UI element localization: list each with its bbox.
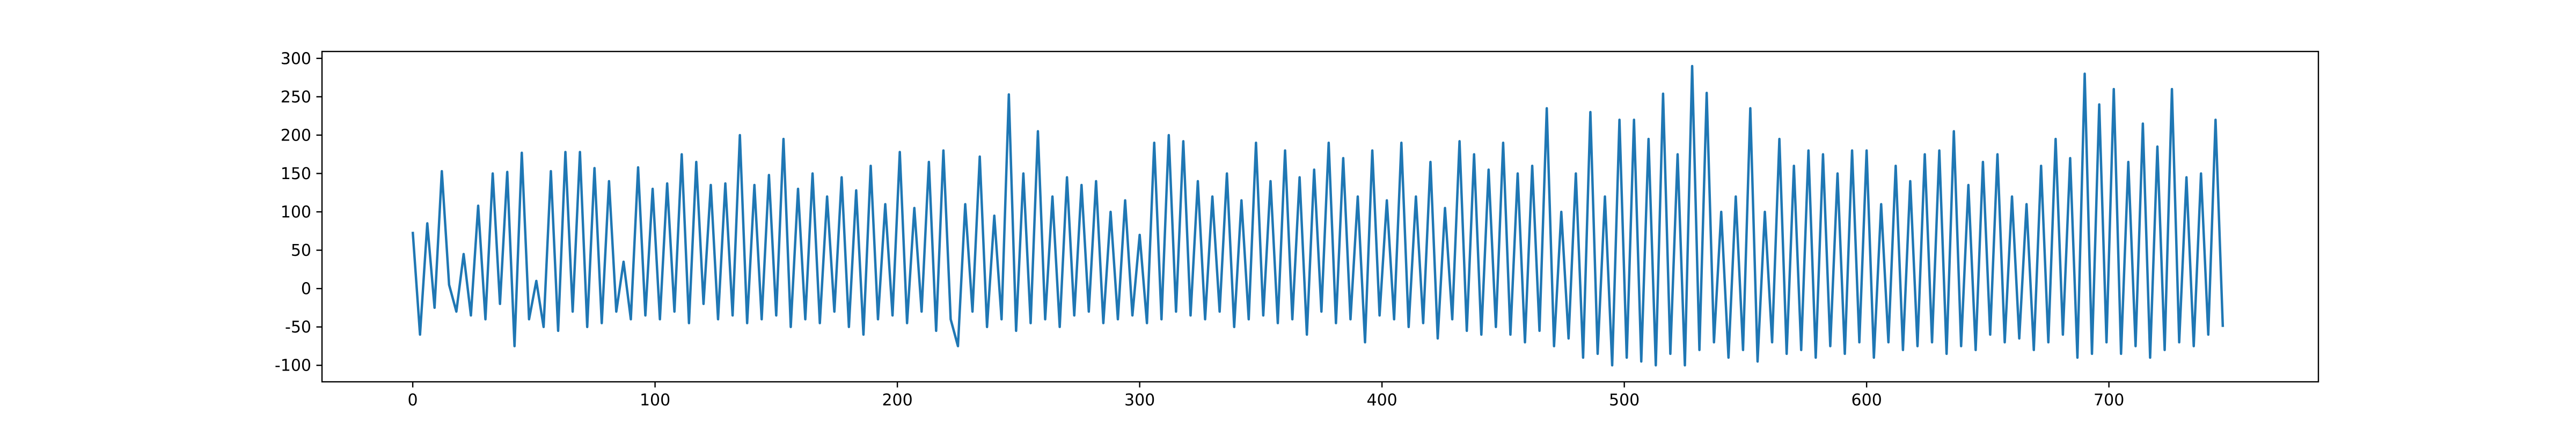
x-tick-label: 600 xyxy=(1851,391,1882,410)
x-tick-label: 100 xyxy=(640,391,670,410)
x-tick-label: 300 xyxy=(1124,391,1155,410)
y-tick-label: 200 xyxy=(281,126,311,145)
x-tick-label: 700 xyxy=(2094,391,2124,410)
x-tick-label: 200 xyxy=(882,391,912,410)
x-tick-label: 400 xyxy=(1367,391,1397,410)
x-tick-label: 500 xyxy=(1609,391,1640,410)
y-tick-label: -100 xyxy=(275,357,311,375)
y-tick-label: 50 xyxy=(291,241,311,260)
axes-frame xyxy=(321,50,2319,383)
data-line xyxy=(411,64,2224,367)
y-tick-label: 0 xyxy=(301,280,311,299)
y-tick-label: 250 xyxy=(281,88,311,107)
y-tick-label: -50 xyxy=(285,318,311,337)
y-tick-label: 300 xyxy=(281,49,311,68)
x-tick-label: 0 xyxy=(408,391,418,410)
y-tick-label: 150 xyxy=(281,165,311,183)
y-tick-label: 100 xyxy=(281,203,311,222)
